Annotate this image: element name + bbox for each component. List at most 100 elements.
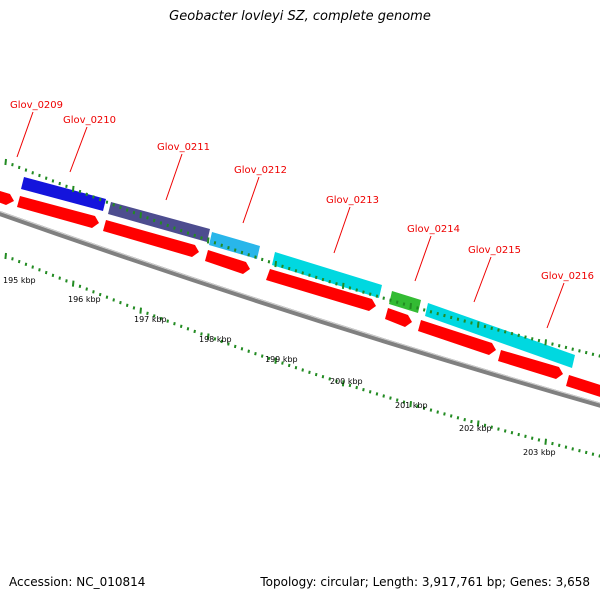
minor-tick [348,286,352,290]
minor-tick [186,327,190,331]
minor-tick [530,337,534,341]
major-tick [544,339,547,346]
minor-tick [125,303,129,307]
minor-tick [578,349,581,353]
minor-tick [159,316,163,321]
cds-arrow [498,350,563,379]
minor-tick [524,434,527,439]
minor-tick [200,236,203,240]
minor-tick [510,431,514,435]
minor-tick [382,296,385,300]
minor-tick [429,310,433,314]
major-tick [341,380,345,387]
minor-tick [395,300,399,304]
minor-tick [294,269,298,273]
minor-tick [524,335,527,339]
minor-tick [571,447,574,451]
minor-tick [146,311,149,315]
minor-tick [193,329,196,334]
gene-label: Glov_0216 [541,271,594,282]
minor-tick [254,255,257,259]
minor-tick [571,347,574,351]
minor-tick [24,262,28,267]
scale-labels: 195 kbp 196 kbp 197 kbp 198 kbp 199 kbp … [3,276,556,457]
minor-tick [112,298,115,302]
cds-arrow [266,269,376,311]
kbp-label: 195 kbp [3,276,36,285]
minor-tick [328,279,331,284]
minor-tick [247,253,250,257]
minor-tick [146,216,149,220]
minor-tick [503,429,507,433]
minor-tick [240,250,244,255]
minor-tick [287,266,291,271]
minor-tick [456,317,460,321]
minor-tick [308,370,311,374]
cds-arrow [103,220,199,257]
gene-label: Glov_0215 [468,245,521,256]
cds-arrow [385,308,412,327]
minor-tick [301,271,304,275]
major-tick [4,158,7,166]
minor-tick [44,270,48,275]
minor-tick [58,181,61,186]
minor-tick [416,306,419,310]
minor-tick [119,205,122,210]
gene-label: Glov_0213 [326,195,379,206]
minor-tick [173,226,176,230]
gene-label: Glov_0212 [234,165,287,176]
minor-tick [98,197,102,202]
gene-bar-glov-0211 [209,232,260,259]
genome-backbone-highlight [0,211,600,404]
minor-tick [551,342,554,346]
minor-tick [31,265,34,269]
minor-tick [267,356,271,361]
minor-tick [85,192,88,196]
minor-tick [281,361,284,365]
leader-line-glov-0209 [16,111,34,158]
minor-tick [24,168,28,172]
minor-tick [233,248,237,252]
minor-tick [105,200,109,204]
minor-tick [368,390,372,394]
minor-tick [65,184,68,188]
major-tick [206,333,210,340]
cds-arrow [17,196,99,228]
major-tick [274,260,277,268]
gene-label: Glov_0209 [10,100,63,111]
minor-tick [490,425,493,429]
cds-arrow [418,320,496,355]
gene-bar-glov-0212 [272,252,382,298]
minor-tick [591,452,595,456]
minor-tick [132,210,136,215]
minor-tick [449,414,453,418]
major-tick [139,307,142,314]
minor-tick [294,366,298,370]
minor-tick [11,163,14,167]
minor-tick [125,208,129,212]
minor-tick [92,290,95,294]
kbp-label: 200 kbp [330,377,363,386]
major-tick [409,302,412,310]
minor-tick [247,349,250,353]
kbp-label: 199 kbp [265,355,298,364]
leader-line-glov-0212 [242,176,260,224]
minor-tick [78,189,82,194]
minor-tick [470,419,473,424]
minor-tick [449,315,453,320]
minor-tick [456,416,460,420]
minor-tick [463,418,466,422]
minor-tick [443,313,446,318]
minor-tick [578,448,581,453]
minor-tick [429,408,433,412]
minor-tick [65,279,68,283]
minor-tick [17,165,21,170]
gene-label: Glov_0214 [407,224,460,235]
gene-bar-glov-0209 [21,177,106,211]
minor-tick [85,287,88,291]
minor-tick [51,179,55,183]
leader-line-glov-0215 [473,256,492,303]
kbp-label: 198 kbp [199,335,232,344]
gene-bar-glov-0213 [389,291,421,313]
minor-tick [58,276,61,280]
